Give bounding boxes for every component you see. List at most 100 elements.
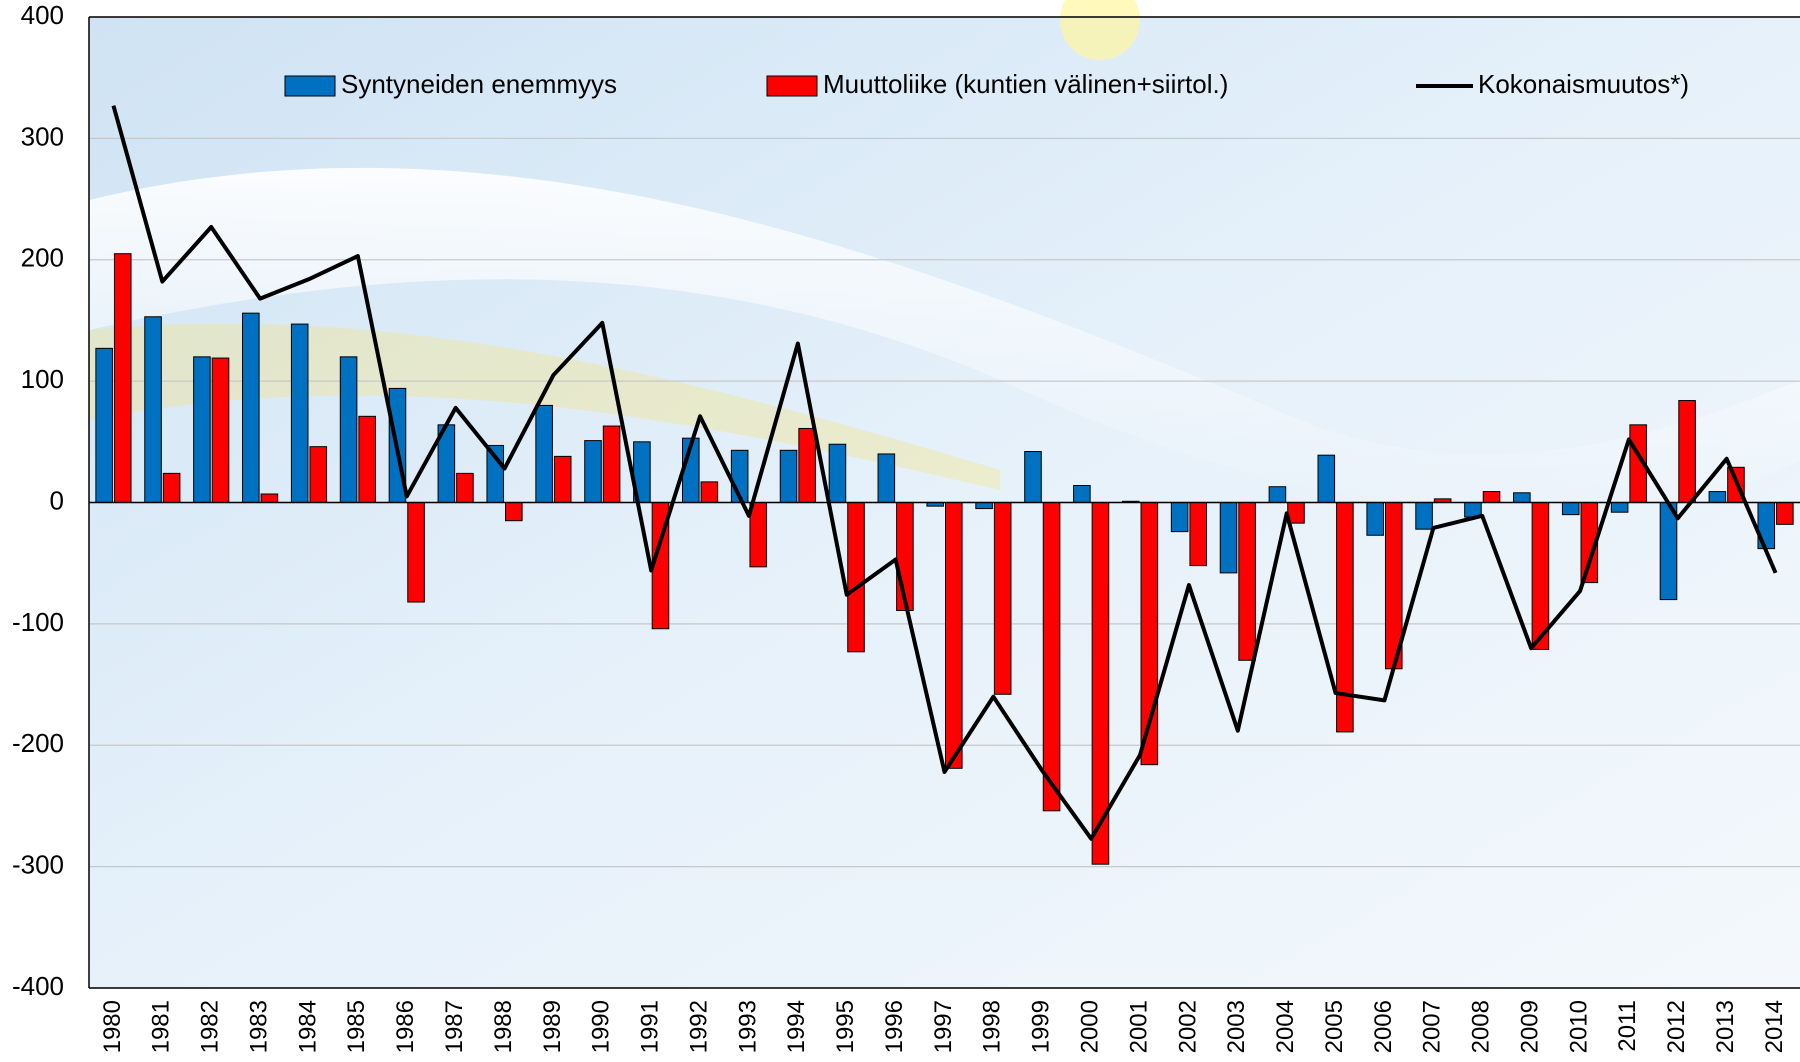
x-tick-label: 2012 [1663, 1000, 1690, 1053]
bar [1336, 502, 1354, 733]
x-tick-label: 1989 [539, 1000, 566, 1053]
x-tick-label: 1981 [148, 1000, 175, 1053]
y-tick-label: 300 [21, 121, 64, 151]
bar [584, 440, 602, 504]
bar [1776, 502, 1794, 525]
bar [975, 502, 993, 510]
x-tick-label: 2001 [1125, 1000, 1152, 1053]
x-tick-label: 1990 [588, 1000, 615, 1053]
x-tick-label: 1982 [197, 1000, 224, 1053]
x-tick-label: 1999 [1028, 1000, 1055, 1053]
bar [700, 481, 719, 503]
legend-label: Syntyneiden enemmyys [341, 69, 617, 99]
legend-swatch [284, 75, 336, 97]
x-tick-label: 1985 [343, 1000, 370, 1053]
bar [113, 253, 132, 503]
bar [828, 443, 847, 503]
x-tick-label: 2014 [1761, 1000, 1788, 1053]
legend: Syntyneiden enemmyys Muuttoliike (kuntien… [284, 69, 1689, 99]
bar [1366, 502, 1384, 536]
bar [505, 502, 523, 522]
x-tick-label: 1980 [99, 1000, 126, 1053]
bar [553, 455, 572, 504]
bar [602, 425, 621, 503]
x-tick-label: 2009 [1516, 1000, 1543, 1053]
bar [779, 449, 798, 503]
y-tick-label: -400 [12, 971, 64, 1001]
bar [1317, 454, 1336, 504]
x-tick-label: 1998 [979, 1000, 1006, 1053]
y-tick-label: 0 [50, 485, 64, 515]
x-tick-label: 1984 [294, 1000, 321, 1053]
bar [1073, 485, 1091, 504]
x-tick-label: 1995 [832, 1000, 859, 1053]
line [111, 105, 1778, 841]
x-tick-label: 2003 [1223, 1000, 1250, 1053]
x-tick-label: 1991 [637, 1000, 664, 1053]
bar [162, 472, 181, 503]
x-tick-label: 1987 [441, 1000, 468, 1053]
bar [1708, 491, 1727, 504]
x-tick-label: 2011 [1614, 1000, 1641, 1052]
bar [1189, 502, 1208, 567]
x-tick-label: 2000 [1077, 1000, 1104, 1053]
bar [242, 312, 260, 503]
bar [211, 357, 230, 503]
bar [1561, 502, 1580, 516]
bar [144, 316, 162, 504]
decor-wave [89, 167, 1800, 516]
x-tick-label: 2007 [1419, 1000, 1446, 1053]
bar [339, 356, 358, 503]
y-tick-label: 200 [21, 243, 64, 273]
bar [407, 502, 425, 603]
bar [290, 323, 309, 503]
y-tick-label: 100 [21, 364, 64, 394]
bar [1238, 502, 1256, 661]
bar [1024, 451, 1042, 503]
legend-label: Kokonaismuutos*) [1478, 69, 1689, 99]
x-tick-label: 1983 [245, 1000, 272, 1053]
bar [309, 446, 328, 504]
bar [1513, 492, 1531, 504]
x-tick-label: 2002 [1174, 1000, 1201, 1053]
bar [798, 427, 816, 503]
bar [1268, 486, 1287, 504]
bar [1170, 502, 1189, 533]
bar [877, 453, 896, 504]
x-tick-label: 2008 [1468, 1000, 1495, 1053]
legend-swatch [766, 75, 818, 97]
y-tick-label: 400 [21, 0, 64, 30]
x-tick-label: 1986 [392, 1000, 419, 1053]
decor-wave [89, 323, 1000, 490]
y-tick-label: -100 [12, 607, 64, 637]
x-tick-label: 1997 [930, 1000, 957, 1053]
bar [847, 502, 865, 653]
bar [1531, 502, 1550, 650]
x-tick-label: 2006 [1370, 1000, 1397, 1053]
bar [1415, 502, 1433, 530]
bar [260, 493, 279, 504]
decor-sun [1060, 0, 1140, 60]
x-tick-label: 1994 [783, 1000, 810, 1053]
x-tick-label: 2010 [1565, 1000, 1592, 1053]
bar [1659, 502, 1678, 601]
bar [1042, 502, 1061, 812]
y-tick-label: -300 [12, 850, 64, 880]
bar [456, 472, 474, 503]
x-tick-label: 1988 [490, 1000, 517, 1053]
x-tick-label: 2013 [1712, 1000, 1739, 1053]
x-tick-label: 2005 [1321, 1000, 1348, 1053]
x-tick-label: 1993 [734, 1000, 761, 1053]
bar [1678, 400, 1696, 504]
bar [535, 404, 553, 503]
x-tick-label: 1992 [685, 1000, 712, 1053]
bar [1482, 491, 1501, 504]
y-tick-label: -200 [12, 728, 64, 758]
bar [749, 502, 768, 568]
x-tick-label: 1996 [881, 1000, 908, 1053]
bar [358, 415, 376, 504]
x-tick-label: 2004 [1272, 1000, 1299, 1053]
bar [945, 502, 963, 769]
bar [95, 347, 113, 504]
